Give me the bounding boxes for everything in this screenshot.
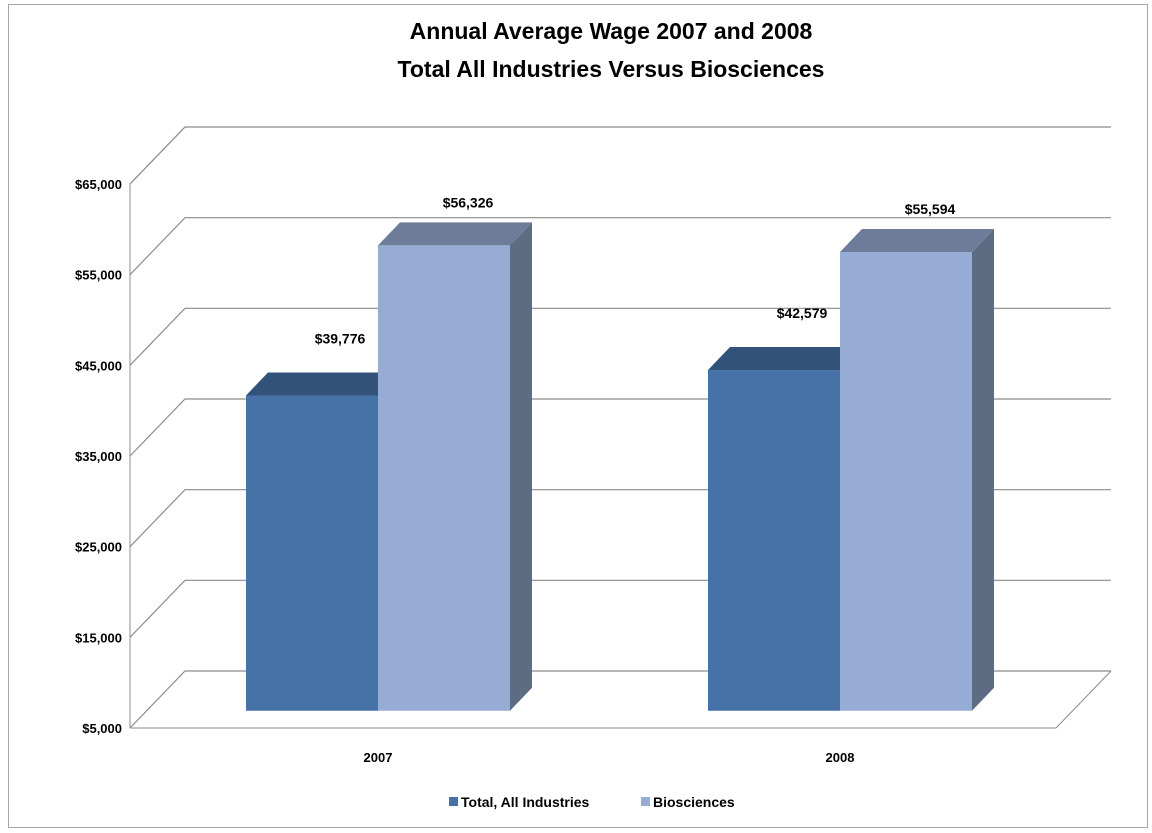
legend-swatch xyxy=(449,797,458,806)
bar xyxy=(378,245,510,711)
bar xyxy=(708,370,840,711)
bar-side xyxy=(510,222,532,711)
x-tick-label: 2008 xyxy=(826,750,855,765)
bar-top xyxy=(246,372,400,396)
bar-top xyxy=(840,229,994,253)
legend: Total, All Industries Biosciences xyxy=(449,794,735,810)
y-tick-label: $55,000 xyxy=(75,268,122,283)
y-tick-label: $35,000 xyxy=(75,449,122,464)
y-tick-label: $25,000 xyxy=(75,540,122,555)
floor-right-edge xyxy=(1055,670,1112,729)
legend-label: Total, All Industries xyxy=(461,794,590,810)
chart-title-line-1: Annual Average Wage 2007 and 2008 xyxy=(410,18,813,44)
data-labels: $39,776 $56,326 $42,579 $55,594 xyxy=(315,194,956,346)
gridline xyxy=(129,307,1111,366)
legend-label: Biosciences xyxy=(653,794,735,810)
chart-title-line-2: Total All Industries Versus Biosciences xyxy=(398,56,825,82)
bars xyxy=(246,222,994,711)
chart-frame xyxy=(8,4,1148,828)
bar xyxy=(840,252,972,711)
data-label: $39,776 xyxy=(315,330,366,346)
legend-swatch xyxy=(641,797,650,806)
y-tick-label: $45,000 xyxy=(75,358,122,373)
y-tick-label: $15,000 xyxy=(75,630,122,645)
gridline xyxy=(129,217,1111,276)
y-tick-label: $65,000 xyxy=(75,177,122,192)
data-label: $55,594 xyxy=(905,201,956,217)
bar-top xyxy=(708,347,862,371)
y-axis-ticks: $5,000 $15,000 $25,000 $35,000 $45,000 $55,00… xyxy=(75,177,122,736)
data-label: $56,326 xyxy=(443,194,494,210)
gridline xyxy=(129,126,1111,185)
y-tick-label: $5,000 xyxy=(82,721,122,736)
bar-side xyxy=(972,229,994,711)
x-axis-ticks: 2007 2008 xyxy=(364,750,855,765)
bar xyxy=(246,395,378,711)
data-label: $42,579 xyxy=(777,305,828,321)
x-tick-label: 2007 xyxy=(364,750,393,765)
bar-top xyxy=(378,222,532,246)
